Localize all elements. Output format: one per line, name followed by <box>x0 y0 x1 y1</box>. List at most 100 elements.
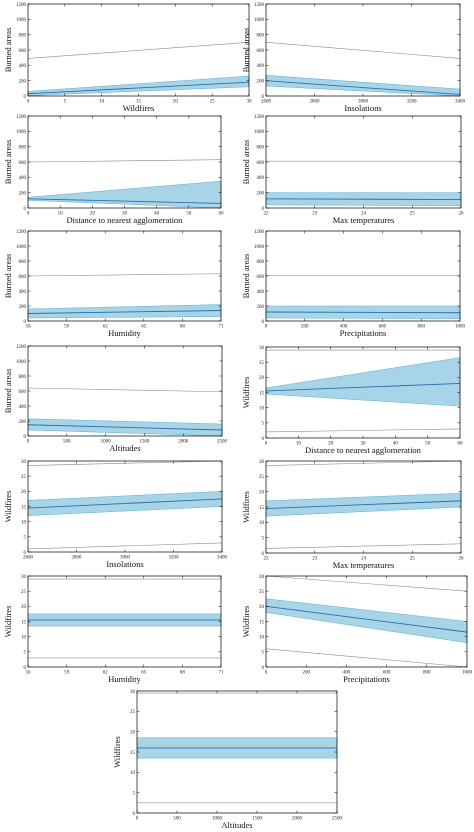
y-tick-label: 0 <box>24 551 27 556</box>
x-tick-label: 25 <box>210 100 216 105</box>
y-tick-label: 15 <box>259 391 265 396</box>
y-tick-label: 0 <box>262 552 265 557</box>
y-axis-label: Burned areas <box>3 28 13 73</box>
x-tick-label: 68 <box>180 325 186 330</box>
y-tick-label: 400 <box>19 64 27 69</box>
y-axis-label: Wildfires <box>241 491 251 523</box>
x-tick-label: 65 <box>141 325 147 330</box>
y-tick-label: 0 <box>24 207 27 212</box>
y-axis-label: Burned areas <box>3 369 13 414</box>
confidence-band <box>265 75 461 97</box>
y-tick-label: 10 <box>130 771 136 776</box>
x-tick-label: 2000 <box>178 440 189 445</box>
fit-line <box>265 382 461 392</box>
x-tick-label: 59 <box>64 325 70 330</box>
chart-panel: 0 5 10 15 20 25 30 0 200 400 600 800 1000 1200 Wildfir… <box>3 3 252 113</box>
x-tick-label: 24 <box>361 212 367 217</box>
y-tick-label: 1000 <box>16 360 27 365</box>
x-axis-label: Precipitations <box>343 674 390 684</box>
lower-reference-line <box>265 543 462 549</box>
x-axis-label: Humidity <box>108 328 141 338</box>
x-tick-label: 50 <box>425 442 431 447</box>
x-tick-label: 2800 <box>310 100 321 105</box>
y-tick-label: 800 <box>257 145 265 150</box>
chart-panel: 22 23 24 25 26 0 5 10 15 20 25 30 Max temperatures Wi… <box>241 460 464 570</box>
x-tick-label: 60 <box>219 212 225 217</box>
y-tick-label: 1200 <box>254 3 265 8</box>
fit-line <box>265 198 462 201</box>
x-tick-label: 40 <box>393 442 399 447</box>
x-tick-label: 600 <box>379 325 387 330</box>
y-tick-label: 15 <box>21 620 27 625</box>
chart-panel: 0 500 1000 1500 2000 2500 0 5 10 15 20 25 30 Altitude… <box>112 690 343 830</box>
y-tick-label: 600 <box>19 390 27 395</box>
y-axis-label: Burned areas <box>3 140 13 185</box>
x-tick-label: 30 <box>361 442 367 447</box>
x-tick-label: 1000 <box>101 440 112 445</box>
y-axis-label: Burned areas <box>241 140 251 185</box>
y-tick-label: 0 <box>24 435 27 440</box>
x-tick-label: 30 <box>122 212 128 217</box>
fit-line <box>27 424 223 431</box>
y-tick-label: 10 <box>259 406 265 411</box>
x-axis-label: Distance to nearest agglomeration <box>67 215 184 225</box>
x-tick-label: 0 <box>27 440 30 445</box>
y-axis-label: Wildfires <box>3 606 13 638</box>
y-tick-label: 5 <box>24 536 27 541</box>
y-tick-label: 1200 <box>16 230 27 235</box>
x-tick-label: 200 <box>302 671 310 676</box>
chart-panel: 2600 2800 3000 3200 3400 0 200 400 600 800 1000 120… <box>241 3 466 113</box>
y-tick-label: 5 <box>133 791 136 796</box>
x-tick-label: 2800 <box>72 556 83 561</box>
fit-line <box>265 500 462 509</box>
x-axis-label: Max temperatures <box>333 215 395 225</box>
y-tick-label: 15 <box>259 506 265 511</box>
x-tick-label: 22 <box>264 557 270 562</box>
y-tick-label: 30 <box>21 460 27 465</box>
y-tick-label: 1000 <box>16 18 27 23</box>
x-tick-label: 2500 <box>332 817 343 822</box>
x-tick-label: 3200 <box>169 556 180 561</box>
x-tick-label: 23 <box>312 557 318 562</box>
y-tick-label: 1200 <box>254 115 265 120</box>
y-tick-label: 0 <box>24 320 27 325</box>
x-axis-label: Distance to nearest agglomeration <box>305 445 422 455</box>
x-tick-label: 3000 <box>120 556 131 561</box>
chart-panel: 56 59 62 65 68 71 0 5 10 15 20 25 30 Humidity Wildfire… <box>3 575 224 684</box>
x-tick-label: 60 <box>458 442 464 447</box>
y-tick-label: 1200 <box>254 230 265 235</box>
x-tick-label: 10 <box>58 212 64 217</box>
y-axis-label: Wildfires <box>3 491 13 523</box>
y-tick-label: 600 <box>257 161 265 166</box>
y-tick-label: 200 <box>19 79 27 84</box>
y-tick-label: 5 <box>262 422 265 427</box>
x-tick-label: 62 <box>103 325 109 330</box>
y-tick-label: 0 <box>262 437 265 442</box>
x-axis-label: Wildfires <box>123 103 155 113</box>
x-tick-label: 1000 <box>462 671 473 676</box>
y-tick-label: 200 <box>19 305 27 310</box>
x-tick-label: 71 <box>219 671 225 676</box>
y-tick-label: 20 <box>259 376 265 381</box>
y-tick-label: 5 <box>262 651 265 656</box>
y-tick-label: 800 <box>257 260 265 265</box>
chart-panel: 2600 2800 3000 3200 3400 0 5 10 15 20 25 30 Insolati… <box>3 460 228 569</box>
y-tick-label: 400 <box>19 405 27 410</box>
upper-reference-line <box>27 387 223 393</box>
x-tick-label: 0 <box>265 442 268 447</box>
x-axis-label: Insolations <box>344 103 381 113</box>
y-tick-label: 30 <box>259 460 265 465</box>
x-tick-label: 68 <box>180 671 186 676</box>
x-tick-label: 56 <box>26 671 32 676</box>
y-tick-label: 800 <box>19 33 27 38</box>
x-tick-label: 0 <box>136 817 139 822</box>
y-tick-label: 600 <box>257 275 265 280</box>
fit-line <box>265 605 468 633</box>
y-tick-label: 25 <box>21 475 27 480</box>
x-tick-label: 600 <box>383 671 391 676</box>
x-tick-label: 24 <box>361 557 367 562</box>
x-tick-label: 65 <box>141 671 147 676</box>
y-tick-label: 30 <box>130 690 136 695</box>
x-tick-label: 3400 <box>217 556 228 561</box>
x-tick-label: 500 <box>173 817 181 822</box>
